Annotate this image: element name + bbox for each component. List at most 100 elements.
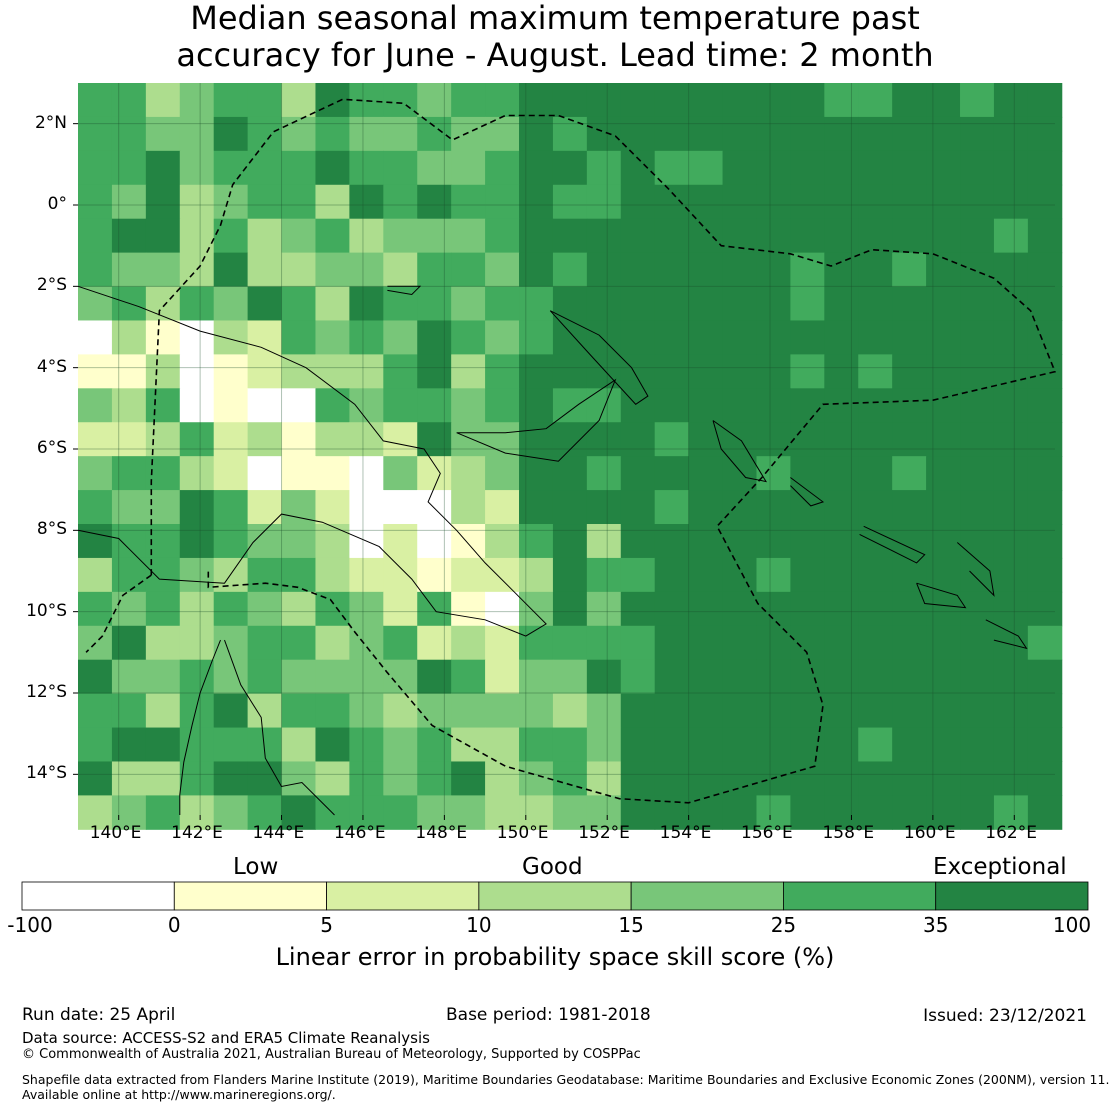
skill-cell (315, 557, 350, 593)
colorbar-segment (783, 881, 937, 911)
skill-cell (383, 422, 418, 457)
skill-cell (824, 761, 859, 796)
skill-cell (824, 150, 859, 186)
skill-cell (552, 557, 588, 593)
skill-cell (552, 591, 588, 627)
skill-cell (111, 388, 147, 423)
skill-cell (722, 557, 757, 593)
skill-cell (247, 524, 283, 559)
latitude-label: 10°S (26, 600, 67, 621)
skill-cell (179, 456, 215, 491)
skill-cell (451, 320, 486, 355)
skill-cell (654, 218, 690, 254)
skill-cell (892, 761, 927, 796)
skill-cell (993, 795, 1029, 830)
skill-cell (145, 795, 181, 830)
skill-cell (790, 218, 825, 254)
skill-cell (926, 490, 961, 525)
skill-cell (519, 83, 554, 118)
skill-cell (281, 116, 316, 152)
skill-cell (586, 456, 622, 491)
skill-cell (1027, 727, 1063, 762)
skill-cell (349, 320, 384, 355)
skill-cell (383, 693, 418, 729)
skill-cell (993, 456, 1029, 491)
skill-cell (315, 354, 350, 389)
skill-cell (145, 388, 181, 423)
skill-cell (519, 388, 554, 423)
skill-cell (213, 795, 249, 830)
skill-cell (451, 184, 486, 220)
skill-cell (383, 557, 418, 593)
skill-cell (858, 659, 893, 695)
skill-cell (722, 456, 757, 491)
skill-cell (519, 490, 554, 525)
skill-cell (1027, 524, 1063, 559)
skill-cell (960, 693, 995, 729)
latitude-label: 2°N (34, 112, 67, 133)
skill-cell (145, 693, 181, 729)
skill-cell (349, 557, 384, 593)
skill-cell (145, 591, 181, 627)
skill-cell (111, 591, 147, 627)
skill-cell (620, 286, 656, 321)
skill-cell (858, 591, 893, 627)
skill-cell (383, 456, 418, 491)
skill-cell (145, 761, 181, 796)
skill-cell (620, 625, 656, 661)
skill-cell (552, 659, 588, 695)
skill-cell (315, 116, 350, 152)
skill-cell (960, 422, 995, 457)
skill-cell (858, 83, 893, 118)
colorbar-tick-label: 100 (1052, 913, 1092, 937)
skill-cell (790, 252, 825, 288)
longitude-label: 160°E (903, 823, 956, 843)
skill-cell (654, 150, 690, 186)
skill-cell (858, 150, 893, 186)
skill-cell (790, 490, 825, 525)
skill-cell (654, 557, 690, 593)
skill-cell (654, 761, 690, 796)
skill-cell (993, 490, 1029, 525)
skill-cell (654, 490, 690, 525)
skill-cell (993, 218, 1029, 254)
longitude-label: 142°E (171, 823, 223, 843)
skill-cell (417, 456, 452, 491)
skill-cell (349, 252, 384, 288)
skill-cell (111, 116, 147, 152)
skill-cell (519, 591, 554, 627)
skill-cell (790, 625, 825, 661)
skill-cell (756, 83, 791, 118)
skill-cell (722, 184, 757, 220)
skill-cell (552, 320, 588, 355)
skill-cell (586, 659, 622, 695)
skill-cell (78, 320, 113, 355)
skill-cell (485, 422, 520, 457)
skill-cell (756, 693, 791, 729)
colorbar-segment (21, 881, 175, 911)
skill-cell (179, 625, 215, 661)
skill-cell (213, 150, 249, 186)
skill-cell (485, 320, 520, 355)
skill-cell (688, 557, 724, 593)
skill-cell (620, 524, 656, 559)
skill-cell (824, 184, 859, 220)
longitude-label: 152°E (578, 823, 630, 843)
skill-cell (858, 761, 893, 796)
skill-cell (824, 218, 859, 254)
skill-cell (111, 727, 147, 762)
skill-cell (926, 354, 961, 389)
skill-cell (78, 422, 113, 457)
skill-cell (519, 625, 554, 661)
skill-cell (790, 286, 825, 321)
skill-cell (790, 591, 825, 627)
skill-cell (485, 218, 520, 254)
skill-cell (620, 252, 656, 288)
skill-cell (145, 252, 181, 288)
skill-cell (654, 456, 690, 491)
skill-cell (78, 83, 113, 118)
skill-cell (892, 659, 927, 695)
skill-cell (247, 354, 283, 389)
skill-cell (145, 184, 181, 220)
